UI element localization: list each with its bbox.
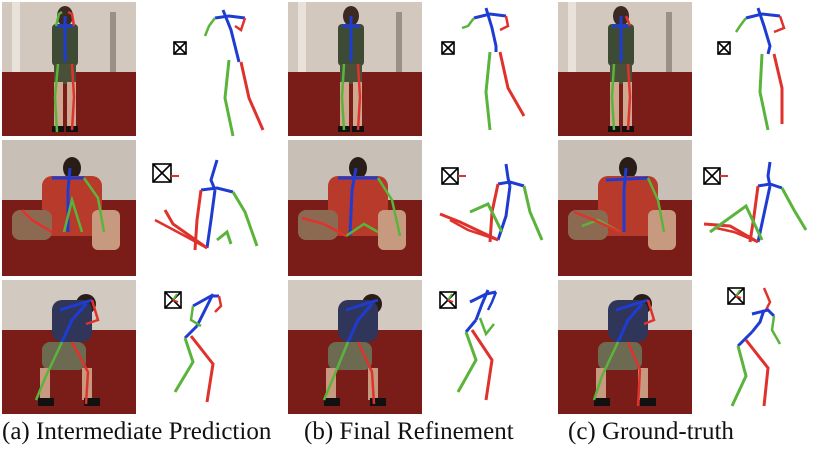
- camera-icon: [703, 167, 721, 185]
- caption-ground-truth: (c) Ground-truth: [568, 418, 734, 445]
- photo-row2-ground-truth: [558, 140, 692, 276]
- photo-row1-ground-truth: [558, 2, 692, 136]
- skeleton-row2-refinement: [430, 140, 560, 276]
- skeleton-row3-intermediate: [145, 280, 275, 414]
- skeleton-row1-ground-truth: [690, 2, 818, 136]
- photo-row2-refinement: [288, 140, 422, 276]
- camera-icon: [152, 163, 172, 183]
- skeleton-row2-ground-truth: [690, 140, 818, 276]
- skeleton-row3-ground-truth: [690, 280, 818, 414]
- photo-row3-intermediate: [2, 280, 136, 414]
- camera-icon: [441, 41, 455, 55]
- caption-final-refinement: (b) Final Refinement: [304, 418, 514, 445]
- photo-row2-intermediate: [2, 140, 136, 276]
- photo-row3-refinement: [288, 280, 422, 414]
- camera-icon: [441, 167, 459, 185]
- skeleton-row3-refinement: [430, 280, 560, 414]
- camera-icon: [717, 41, 731, 55]
- photo-row3-ground-truth: [558, 280, 692, 414]
- skeleton-row2-intermediate: [145, 140, 275, 276]
- caption-intermediate-prediction: (a) Intermediate Prediction: [2, 418, 272, 445]
- camera-icon: [173, 41, 187, 55]
- photo-row1-intermediate: [2, 2, 136, 136]
- skeleton-row1-intermediate: [145, 2, 275, 136]
- photo-row1-refinement: [288, 2, 422, 136]
- skeleton-row1-refinement: [430, 2, 560, 136]
